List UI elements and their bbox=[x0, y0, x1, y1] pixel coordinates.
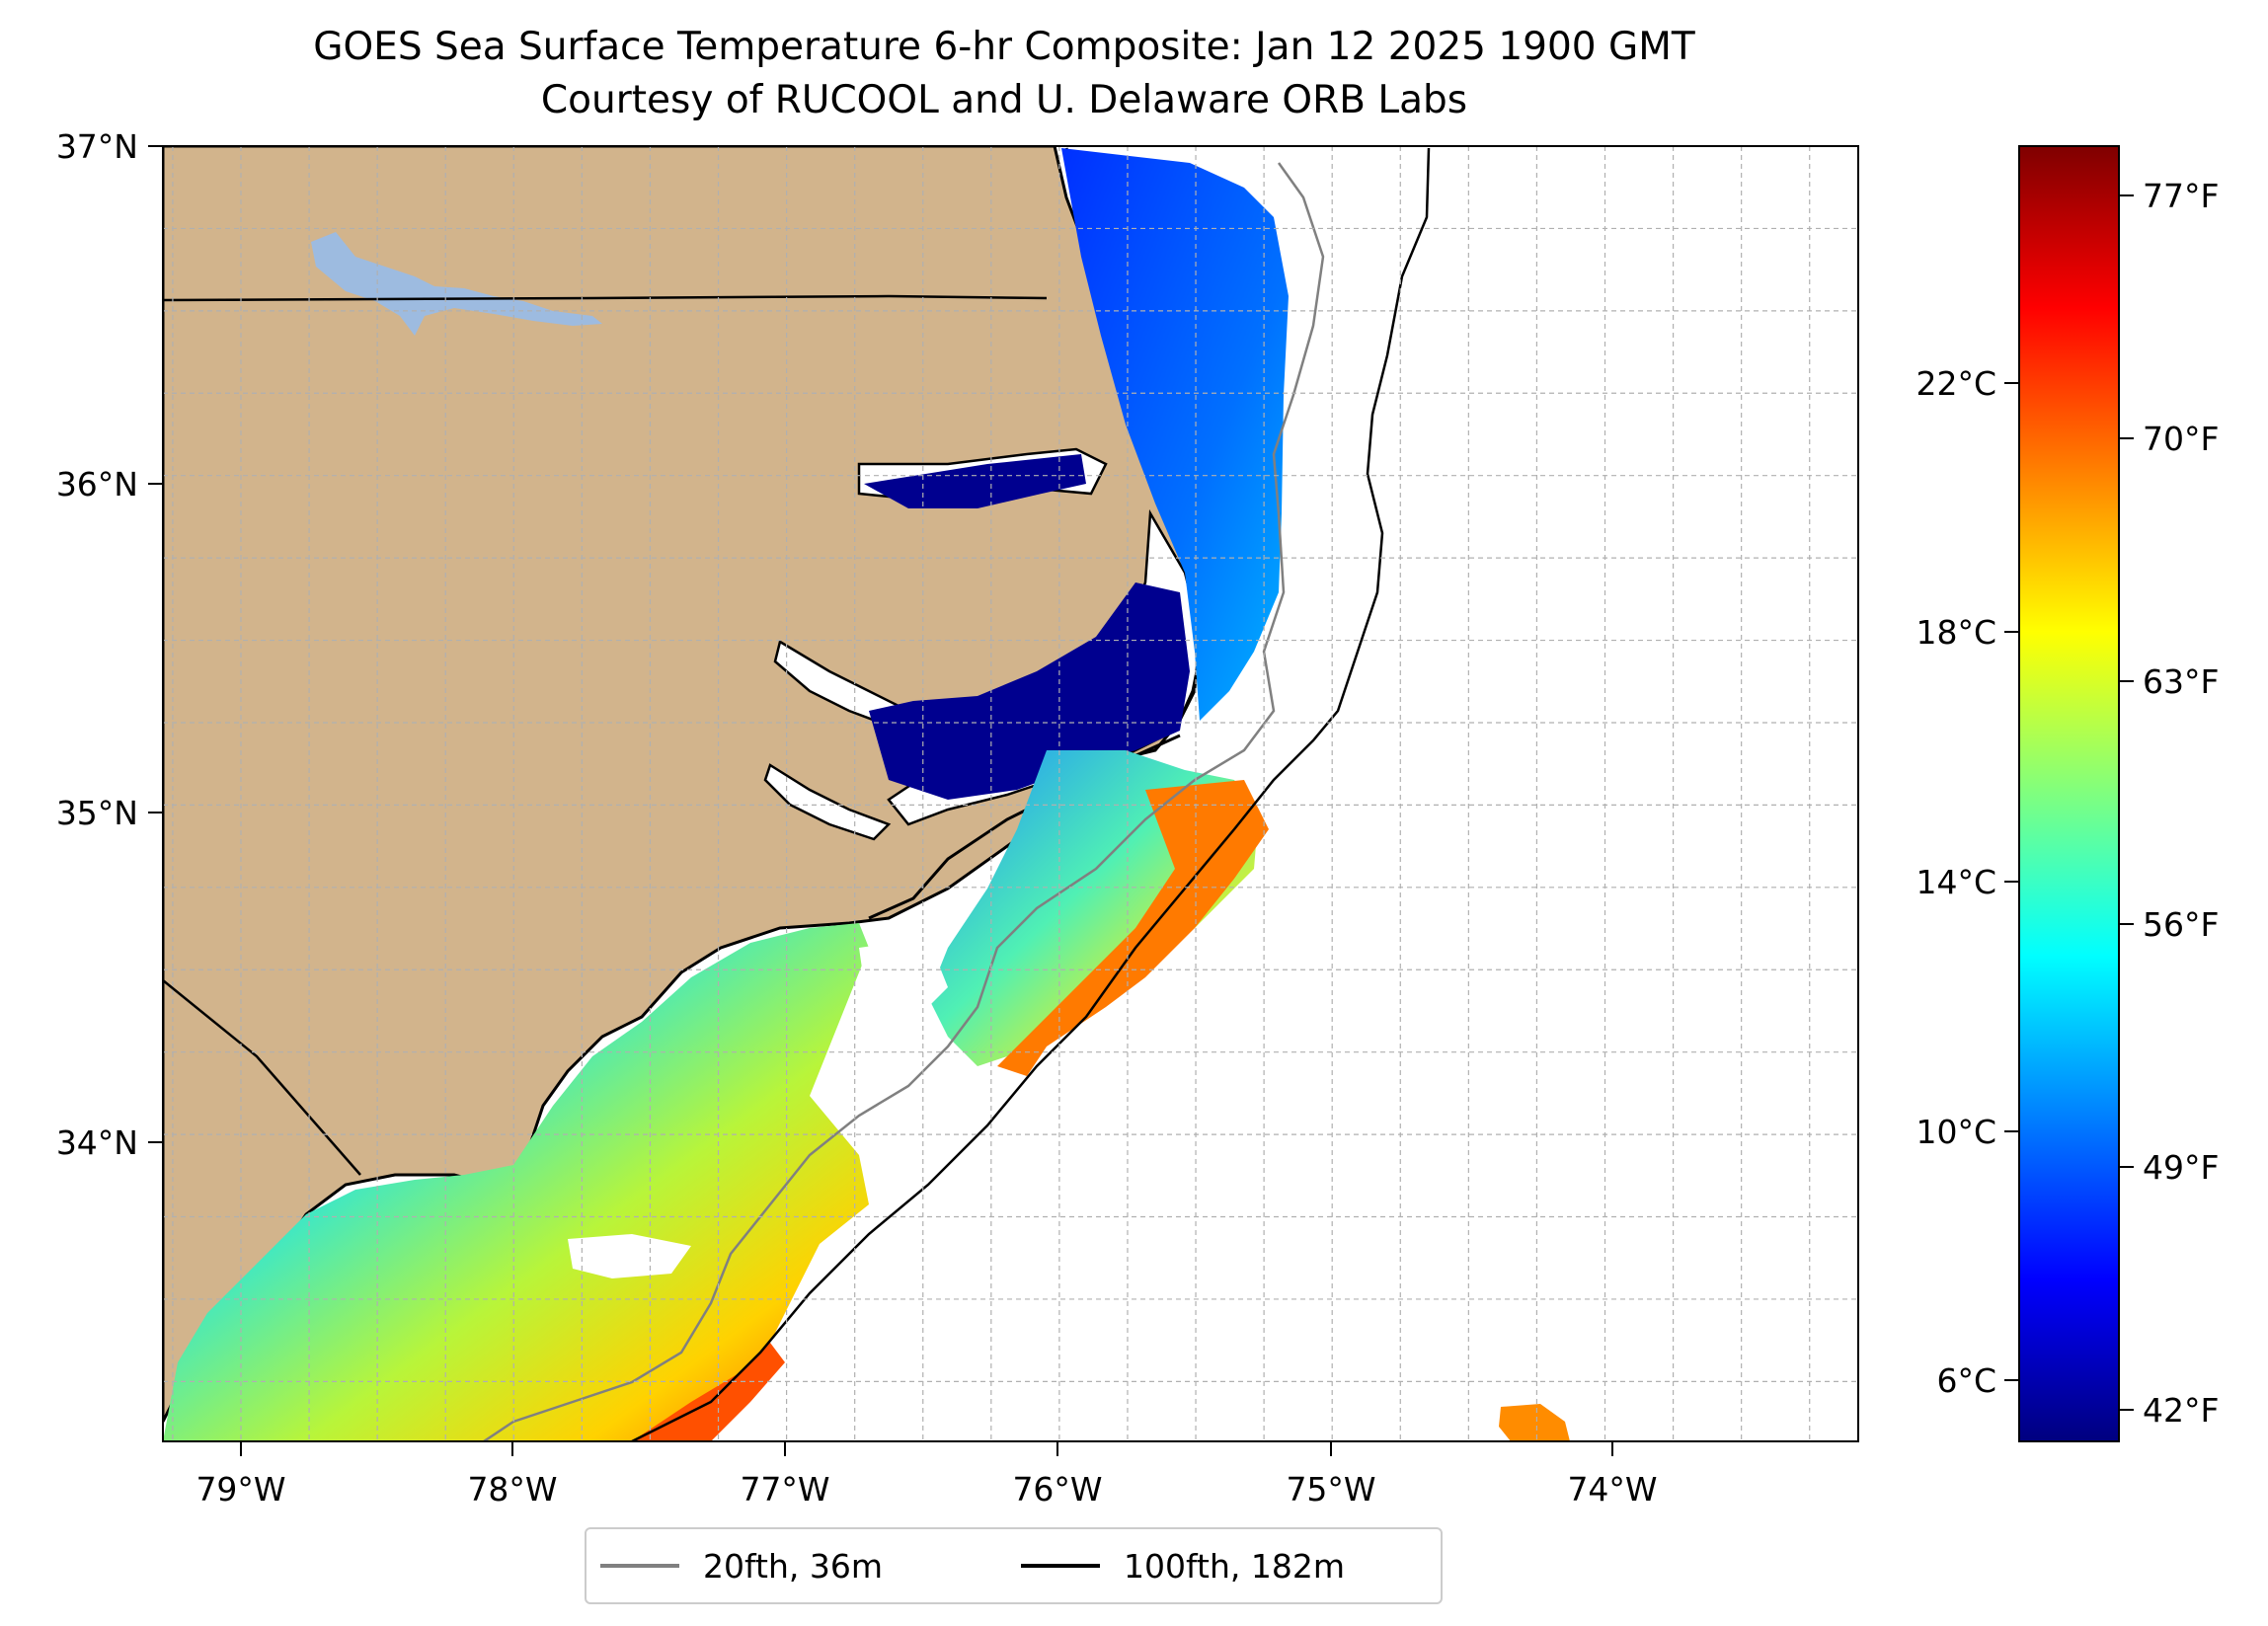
lon-label-75: 75°W bbox=[1286, 1470, 1375, 1509]
colorbar-label-42f: 42°F bbox=[2143, 1391, 2219, 1430]
colorbar-label-10c: 10°C bbox=[1916, 1113, 1996, 1151]
legend-swatch-20fth bbox=[600, 1564, 679, 1568]
legend-item-100fth: 100fth, 182m bbox=[1021, 1529, 1345, 1602]
lat-axis: 37°N 36°N 35°N 34°N bbox=[56, 127, 163, 1162]
lon-label-74: 74°W bbox=[1567, 1470, 1657, 1509]
lon-label-76: 76°W bbox=[1012, 1470, 1102, 1509]
colorbar-label-18c: 18°C bbox=[1916, 613, 1996, 652]
colorbar-label-22c: 22°C bbox=[1916, 364, 1996, 403]
pamlico-river bbox=[763, 763, 892, 841]
map-panel bbox=[162, 145, 1859, 1442]
kerr-lake bbox=[311, 232, 602, 336]
lon-label-77: 77°W bbox=[740, 1470, 829, 1509]
lon-label-78: 78°W bbox=[467, 1470, 557, 1509]
sst-offshore-patch bbox=[1499, 1404, 1570, 1441]
nc-sc-border bbox=[163, 979, 361, 1176]
colorbar-label-63f: 63°F bbox=[2143, 662, 2219, 701]
sst-north-field bbox=[1061, 148, 1289, 721]
sst-cloud-gap bbox=[568, 938, 948, 1278]
legend-label-100fth: 100fth, 182m bbox=[1124, 1546, 1345, 1586]
colorbar-label-56f: 56°F bbox=[2143, 905, 2219, 944]
sst-sound-cold bbox=[864, 454, 1190, 800]
legend-item-20fth: 20fth, 36m bbox=[600, 1529, 883, 1602]
colorbar: 22°C 18°C 14°C 10°C 6°C 77°F 70°F 63°F 5… bbox=[1916, 145, 2219, 1442]
colorbar-gradient bbox=[2018, 145, 2120, 1442]
colorbar-label-6c: 6°C bbox=[1936, 1361, 1996, 1400]
legend-swatch-100fth bbox=[1021, 1564, 1100, 1568]
colorbar-label-49f: 49°F bbox=[2143, 1148, 2219, 1187]
lat-label-37: 37°N bbox=[56, 127, 138, 166]
colorbar-label-77f: 77°F bbox=[2143, 177, 2219, 215]
title-line-2: Courtesy of RUCOOL and U. Delaware ORB L… bbox=[540, 78, 1468, 122]
isobath-legend: 20fth, 36m 100fth, 182m bbox=[585, 1527, 1443, 1604]
lat-label-34: 34°N bbox=[56, 1123, 138, 1162]
lat-label-36: 36°N bbox=[56, 465, 138, 503]
lat-label-35: 35°N bbox=[56, 794, 138, 832]
colorbar-label-70f: 70°F bbox=[2143, 420, 2219, 458]
lon-label-79: 79°W bbox=[196, 1470, 285, 1509]
title-line-1: GOES Sea Surface Temperature 6-hr Compos… bbox=[313, 25, 1695, 69]
legend-label-20fth: 20fth, 36m bbox=[703, 1546, 883, 1586]
colorbar-label-14c: 14°C bbox=[1916, 863, 1996, 901]
isobath-20fth-line bbox=[483, 162, 1325, 1441]
sst-south-field bbox=[163, 923, 869, 1441]
sst-warm-shelf bbox=[997, 780, 1269, 1076]
isobath-100fth-line bbox=[631, 147, 1431, 1441]
lon-axis: 79°W 78°W 77°W 76°W 75°W 74°W bbox=[196, 1441, 1658, 1509]
